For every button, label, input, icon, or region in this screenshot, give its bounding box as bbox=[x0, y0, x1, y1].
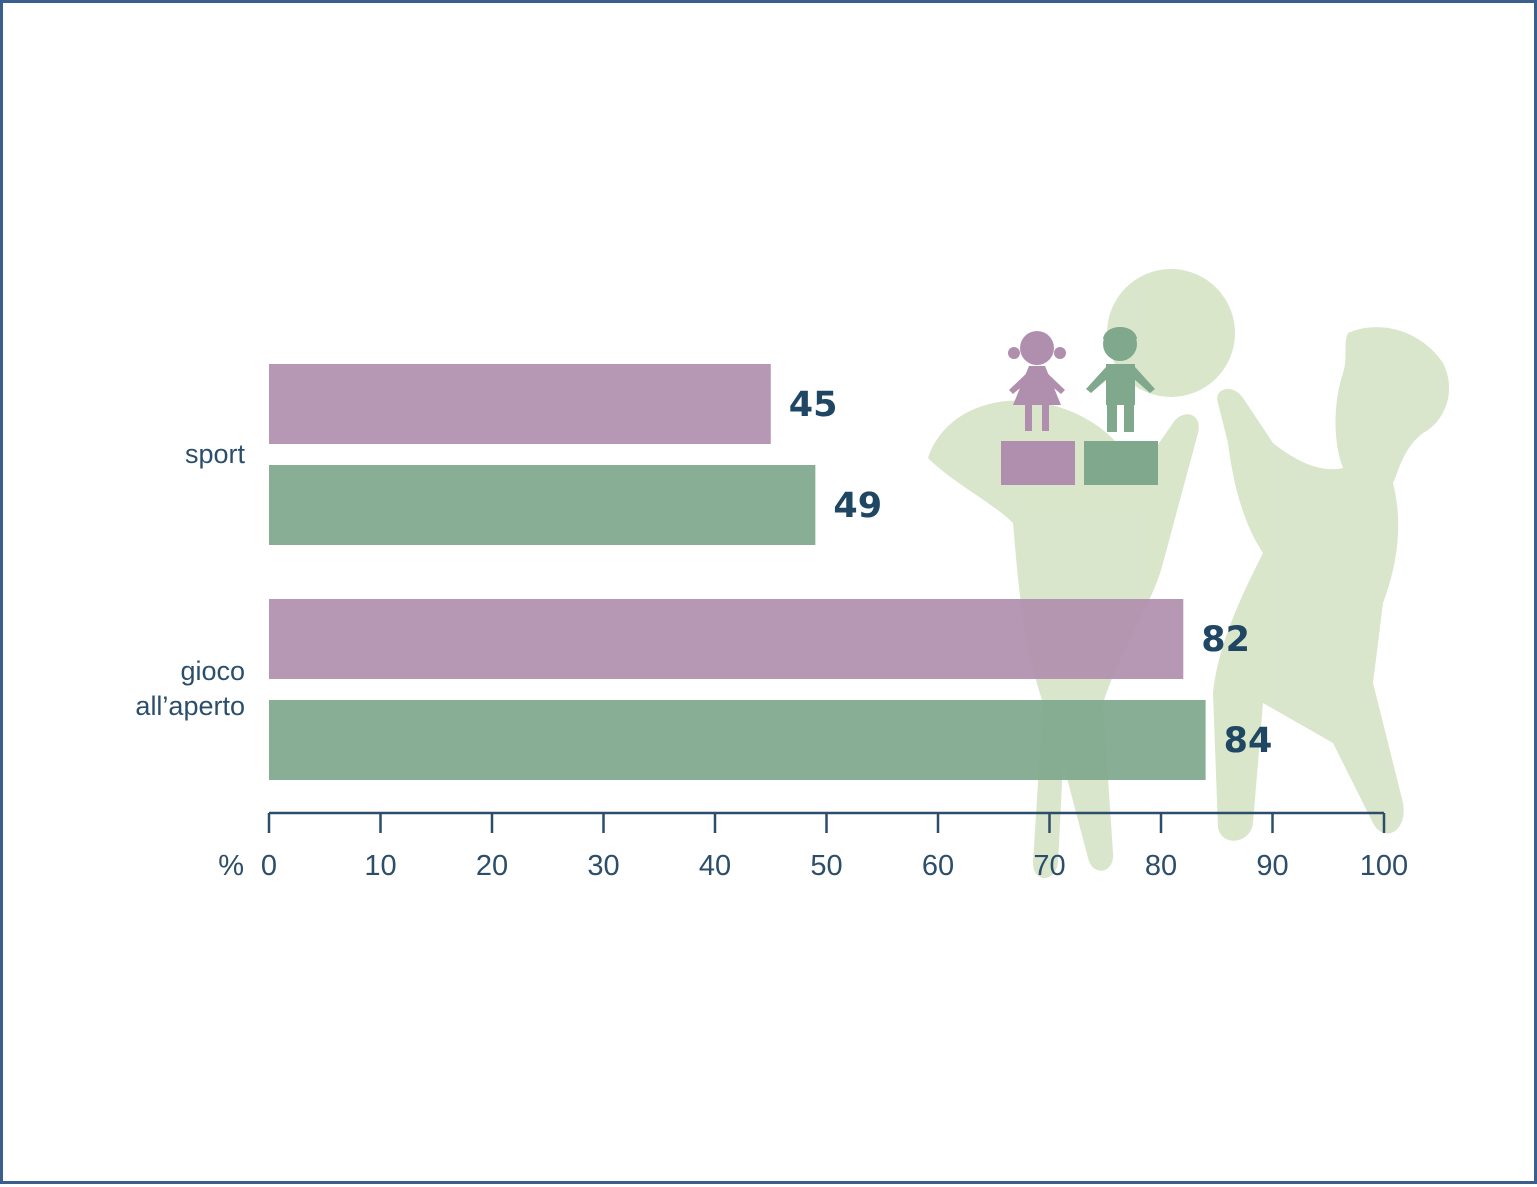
bar-1-1 bbox=[269, 700, 1206, 780]
bars-group bbox=[269, 364, 1206, 780]
x-axis-unit-label: % bbox=[218, 850, 244, 882]
legend bbox=[1001, 327, 1158, 485]
category-labels-group: sport gioco all’aperto bbox=[135, 439, 245, 721]
legend-item-boy bbox=[1084, 327, 1158, 485]
category-label-1-line-0: gioco bbox=[180, 656, 245, 686]
x-tick-label-80: 80 bbox=[1145, 850, 1177, 882]
x-tick-label-60: 60 bbox=[922, 850, 954, 882]
value-label-1-0: 82 bbox=[1201, 620, 1250, 660]
bar-1-0 bbox=[269, 599, 1184, 679]
legend-swatch-boy bbox=[1084, 441, 1158, 485]
legend-item-girl bbox=[1001, 331, 1075, 485]
x-tick-label-100: 100 bbox=[1360, 850, 1408, 882]
x-tick-label-70: 70 bbox=[1033, 850, 1065, 882]
children-playing-silhouette bbox=[928, 269, 1450, 878]
x-axis: 0 10 20 30 40 50 60 70 80 90 100 % bbox=[218, 811, 1408, 882]
legend-swatch-girl bbox=[1001, 441, 1075, 485]
x-tick-label-0: 0 bbox=[261, 850, 277, 882]
category-label-1-line-1: all’aperto bbox=[135, 691, 245, 721]
x-tick-label-20: 20 bbox=[476, 850, 508, 882]
x-tick-label-90: 90 bbox=[1256, 850, 1288, 882]
category-label-0: sport bbox=[185, 439, 246, 469]
x-tick-label-40: 40 bbox=[699, 850, 731, 882]
value-labels-group: 45 82 49 84 bbox=[789, 385, 1273, 761]
value-label-0-0: 45 bbox=[789, 385, 838, 425]
girl-icon bbox=[1008, 331, 1066, 431]
x-axis-ticks: 0 10 20 30 40 50 60 70 80 90 100 bbox=[261, 813, 1408, 882]
bar-chart: 45 82 49 84 sport gioco all’aperto 0 10 20 30 40 5… bbox=[135, 269, 1450, 882]
value-label-1-1: 84 bbox=[1224, 721, 1273, 761]
bar-0-1 bbox=[269, 465, 816, 545]
boy-icon bbox=[1086, 327, 1155, 432]
x-tick-label-30: 30 bbox=[587, 850, 619, 882]
x-tick-label-10: 10 bbox=[364, 850, 396, 882]
value-label-0-1: 49 bbox=[833, 486, 882, 526]
bar-0-0 bbox=[269, 364, 771, 444]
x-tick-label-50: 50 bbox=[810, 850, 842, 882]
